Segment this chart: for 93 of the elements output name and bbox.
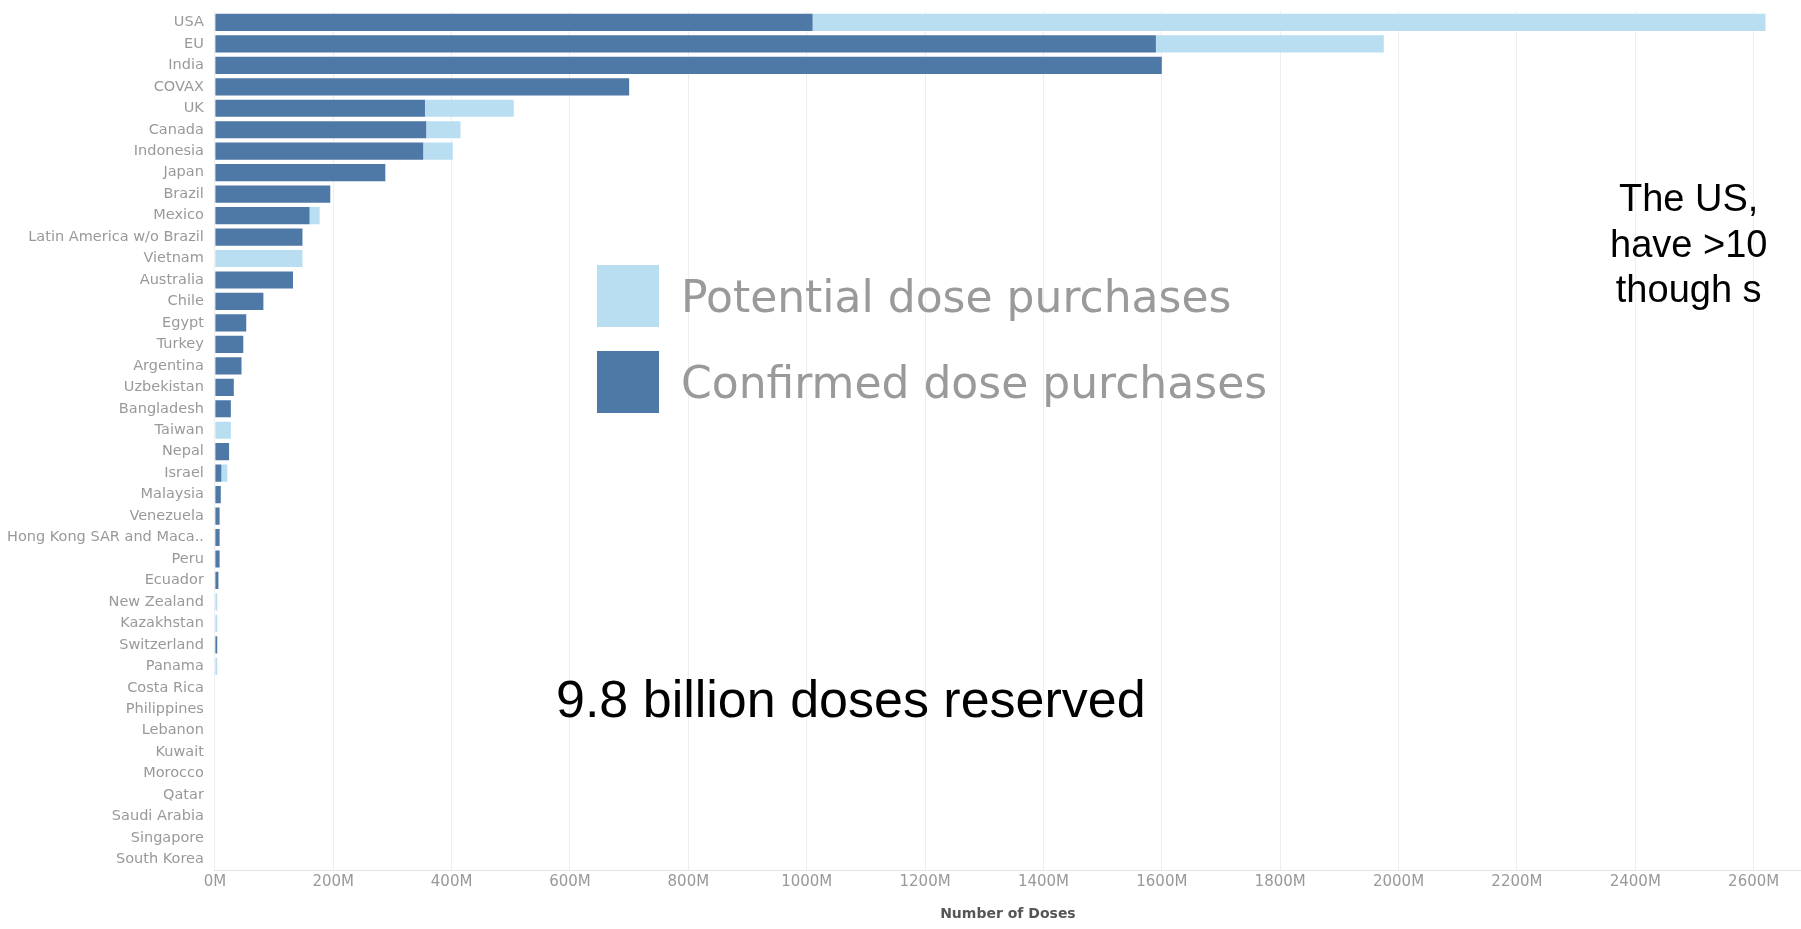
y-tick-label: Japan: [162, 163, 204, 180]
y-tick-label: Turkey: [155, 335, 205, 352]
bar: [812, 13, 1766, 32]
x-tick-label: 2600M: [1728, 872, 1780, 891]
bar: [215, 78, 630, 96]
annotation: 9.8 billion doses reserved: [556, 669, 1146, 730]
y-tick-label: USA: [173, 13, 204, 30]
y-tick-label: Nepal: [161, 442, 204, 459]
y-tick-label: Kazakhstan: [120, 614, 204, 631]
x-tick-label: 1800M: [1254, 872, 1306, 891]
y-tick-label: Argentina: [133, 356, 204, 373]
y-tick-label: Australia: [139, 270, 204, 287]
bar: [215, 271, 293, 289]
bar: [215, 335, 244, 353]
y-tick-label: Latin America w/o Brazil: [28, 227, 204, 244]
y-tick-label: EU: [184, 34, 204, 51]
y-tick-label: Costa Rica: [127, 678, 204, 695]
y-tick-label: Bangladesh: [118, 399, 204, 416]
bar: [423, 142, 453, 160]
legend-label: Potential dose purchases: [681, 270, 1232, 322]
y-tick-label: India: [168, 56, 204, 73]
y-tick-label: Panama: [145, 657, 204, 674]
x-tick-label: 1000M: [781, 872, 833, 891]
y-tick-label: Vietnam: [143, 249, 204, 266]
y-tick-label: Peru: [171, 549, 204, 566]
x-tick-label: 800M: [667, 872, 710, 891]
bar: [215, 421, 231, 439]
y-tick-label: Malaysia: [140, 485, 204, 502]
y-tick-label: Switzerland: [119, 635, 204, 652]
y-tick-label: Uzbekistan: [123, 378, 204, 395]
bar: [309, 207, 320, 225]
bar: [215, 56, 1162, 74]
bar: [215, 550, 220, 568]
y-tick-label: Venezuela: [129, 506, 204, 523]
y-tick-label: Israel: [164, 463, 204, 480]
y-tick-label: Canada: [148, 120, 204, 137]
x-axis-title: Number of Doses: [940, 905, 1076, 922]
x-tick-label: 2200M: [1491, 872, 1543, 891]
y-tick-label: UK: [183, 99, 205, 116]
bar: [215, 99, 425, 117]
bar: [424, 99, 514, 117]
y-tick-label: Philippines: [125, 700, 204, 716]
x-tick-label: 0M: [203, 872, 227, 891]
bar: [215, 292, 264, 311]
y-tick-label: Morocco: [143, 764, 204, 781]
y-tick-label: Egypt: [162, 313, 205, 330]
bar: [215, 164, 386, 182]
y-tick-label: Mexico: [153, 206, 204, 223]
bar: [215, 142, 424, 160]
bar: [1155, 35, 1384, 53]
y-tick-label: Ecuador: [144, 571, 204, 588]
bar: [215, 507, 220, 525]
x-tick-label: 2000M: [1372, 872, 1425, 891]
y-tick-label: South Korea: [116, 850, 204, 867]
x-tick-label: 1200M: [899, 872, 951, 891]
y-tick-label: Brazil: [163, 184, 204, 201]
y-tick-label: New Zealand: [108, 592, 204, 609]
bar: [215, 357, 242, 375]
x-tick-label: 2400M: [1609, 872, 1661, 891]
y-tick-label: Chile: [167, 292, 204, 309]
annotation: The US, have >10 though s: [1610, 176, 1768, 313]
bar: [215, 13, 813, 32]
bar: [215, 464, 222, 482]
bar: [215, 228, 303, 246]
y-tick-label: Qatar: [163, 785, 204, 802]
x-tick-label: 600M: [549, 872, 591, 891]
y-tick-label: Saudi Arabia: [111, 807, 204, 824]
bar: [215, 528, 220, 547]
y-tick-label: Lebanon: [141, 721, 204, 738]
x-tick-label: 200M: [312, 872, 355, 891]
y-tick-label: Singapore: [130, 828, 204, 845]
x-tick-label: 400M: [430, 872, 473, 891]
bar: [215, 185, 331, 203]
y-tick-label: Taiwan: [153, 420, 204, 437]
bar: [215, 314, 247, 332]
bar: [215, 207, 310, 225]
y-tick-label: Hong Kong SAR and Maca..: [6, 528, 204, 545]
bar: [215, 378, 234, 396]
bar: [426, 121, 461, 139]
bar: [215, 35, 1156, 53]
bar: [215, 571, 219, 590]
y-tick-label: Indonesia: [133, 141, 204, 158]
x-tick-label: 1400M: [1017, 872, 1070, 891]
x-tick-label: 1600M: [1136, 872, 1188, 891]
bar: [221, 464, 228, 482]
bar: [215, 443, 230, 461]
y-tick-label: COVAX: [153, 77, 204, 94]
bar: [215, 121, 427, 139]
bar: [215, 486, 221, 504]
bar: [215, 400, 231, 418]
legend-label: Confirmed dose purchases: [681, 356, 1268, 408]
bar: [215, 249, 303, 268]
y-tick-label: Kuwait: [155, 742, 205, 759]
